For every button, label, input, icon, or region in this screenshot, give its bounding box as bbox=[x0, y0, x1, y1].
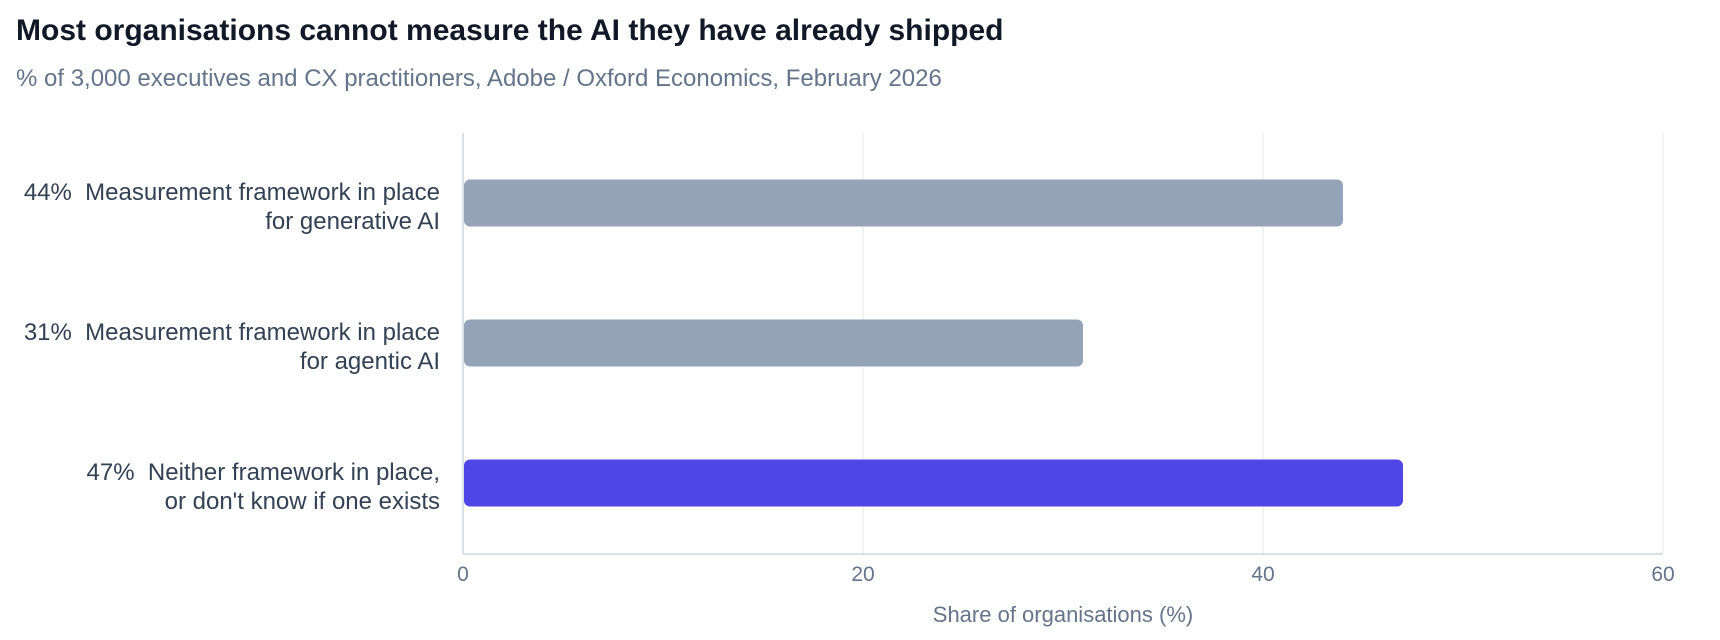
chart-title: Most organisations cannot measure the AI… bbox=[16, 14, 1004, 47]
category-label-line: for agentic AI bbox=[300, 348, 440, 375]
bar bbox=[464, 319, 1083, 367]
category-label-line: 44% Measurement framework in place bbox=[24, 179, 440, 206]
category-label-line: 47% Neither framework in place, bbox=[87, 459, 440, 486]
category-label-line: 31% Measurement framework in place bbox=[24, 319, 440, 346]
x-tick-label: 40 bbox=[1251, 563, 1274, 586]
category-label-line: or don't know if one exists bbox=[165, 488, 440, 515]
category-label-line: for generative AI bbox=[265, 208, 440, 235]
x-axis-title: Share of organisations (%) bbox=[933, 602, 1193, 627]
category-label: 47% Neither framework in place, or don't … bbox=[87, 459, 440, 515]
category-labels: 44% Measurement framework in place for ge… bbox=[24, 179, 440, 515]
bars bbox=[464, 179, 1403, 507]
x-tick-label: 20 bbox=[851, 563, 874, 586]
axes: 0 20 40 60 bbox=[457, 133, 1675, 586]
x-tick-label: 0 bbox=[457, 563, 469, 586]
x-tick-label: 60 bbox=[1651, 563, 1674, 586]
bar bbox=[464, 179, 1343, 227]
chart-subtitle: % of 3,000 executives and CX practitione… bbox=[16, 65, 942, 92]
category-label: 31% Measurement framework in place for ag… bbox=[24, 319, 440, 375]
bar bbox=[464, 459, 1403, 507]
category-label: 44% Measurement framework in place for ge… bbox=[24, 179, 440, 235]
